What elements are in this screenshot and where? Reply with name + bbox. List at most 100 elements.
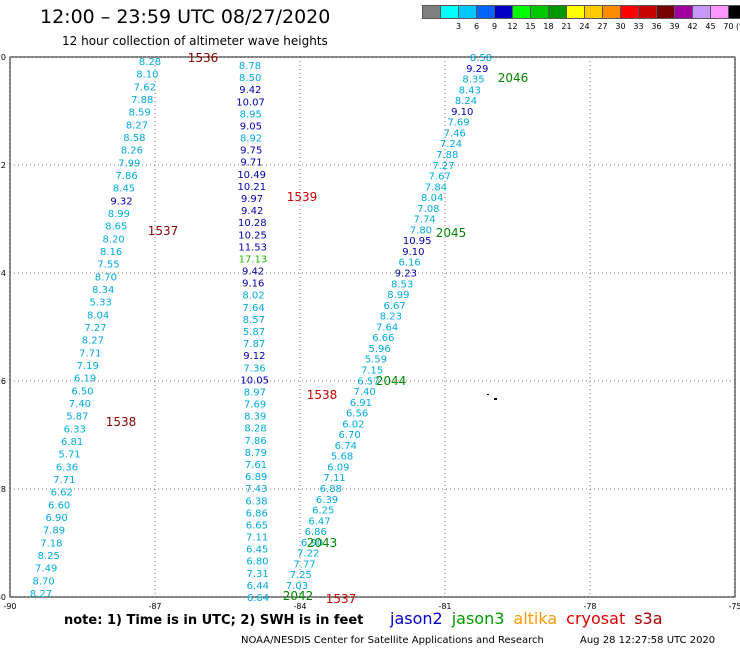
swh-value-label: 7.88	[131, 95, 153, 106]
swh-value-label: 7.27	[432, 161, 454, 172]
swh-value-label: 8.59	[128, 108, 150, 119]
swh-value-label: 9.12	[243, 351, 265, 362]
swh-value-label: 8.10	[136, 70, 158, 81]
swh-value-label: 9.42	[242, 267, 264, 278]
legend-label: 9	[491, 22, 498, 31]
swh-value-label: 10.95	[403, 236, 432, 247]
swh-value-label: 6.36	[56, 462, 78, 473]
pass-label: 1537	[326, 592, 357, 606]
swh-value-label: 7.25	[290, 570, 312, 581]
swh-value-label: 9.29	[466, 64, 488, 75]
legend-label: 6	[473, 22, 480, 31]
swh-value-label: 6.47	[308, 516, 330, 527]
swh-value-label: 7.31	[247, 569, 269, 580]
swh-value-label: 6.33	[64, 424, 86, 435]
swh-value-label: 7.62	[134, 82, 156, 93]
swh-value-label: 7.22	[297, 549, 319, 560]
legend-label: 21	[561, 22, 572, 31]
swh-value-label: 7.69	[244, 400, 266, 411]
satellite-legend: jason2 jason3 altika cryosat s3a	[390, 609, 672, 628]
speck-mark	[494, 398, 497, 400]
swh-value-label: 8.24	[455, 96, 477, 107]
swh-value-label: 6.16	[399, 258, 421, 269]
swh-value-label: 6.39	[316, 495, 338, 506]
swh-value-label: 8.27	[126, 120, 148, 131]
swh-value-label: 5.71	[58, 450, 80, 461]
swh-value-label: 7.40	[353, 387, 375, 398]
swh-value-label: 7.80	[410, 225, 432, 236]
page-title: 12:00 – 23:59 UTC 08/27/2020	[40, 6, 331, 28]
swh-value-label: 5.33	[90, 298, 112, 309]
swh-value-label: 6.86	[305, 527, 327, 538]
pass-label: 2044	[376, 374, 407, 388]
swh-value-label: 7.03	[286, 581, 308, 592]
swh-value-label: 6.45	[246, 545, 268, 556]
legend-label: 3	[455, 22, 462, 31]
swh-value-label: 5.68	[331, 452, 353, 463]
swh-value-label: 8.34	[92, 285, 114, 296]
swh-value-label: 7.86	[245, 436, 267, 447]
swh-value-label: 10.05	[240, 375, 269, 386]
swh-value-label: 6.86	[246, 508, 268, 519]
legend-label: 45	[705, 22, 716, 31]
swh-value-label: 7.86	[116, 171, 138, 182]
swh-value-label: 8.20	[103, 234, 125, 245]
swh-value-label: 9.10	[402, 247, 424, 258]
swh-value-label: 6.57	[357, 376, 379, 387]
pass-label: 1536	[188, 51, 219, 65]
swh-value-label: 6.38	[245, 496, 267, 507]
swh-value-label: 6.62	[51, 488, 73, 499]
swh-value-label: 8.27	[30, 589, 52, 600]
legend-label: 27	[597, 22, 608, 31]
pass-label: 2043	[307, 536, 338, 550]
swh-value-label: 8.70	[95, 272, 117, 283]
lat-tick-label: 26	[0, 377, 6, 386]
pass-label: 1538	[307, 388, 338, 402]
swh-value-label: 7.64	[243, 303, 265, 314]
swh-value-label: 7.88	[436, 150, 458, 161]
legend-swatch	[728, 5, 740, 19]
lon-tick-label: -84	[293, 602, 306, 611]
swh-value-label: 8.95	[240, 109, 262, 120]
swh-value-label: 7.36	[243, 363, 265, 374]
swh-value-label: 8.78	[239, 61, 261, 72]
swh-value-label: 9.05	[240, 121, 262, 132]
swh-value-label: 7.67	[429, 172, 451, 183]
legend-label: 30	[615, 22, 626, 31]
swh-value-label: 8.16	[100, 247, 122, 258]
swh-value-label: 7.89	[43, 526, 65, 537]
swh-value-label: 8.92	[240, 134, 262, 145]
swh-value-label: 6.80	[246, 557, 268, 568]
satellite-altika: altika	[513, 609, 558, 628]
swh-value-label: 8.23	[380, 312, 402, 323]
swh-value-label: 6.64	[247, 593, 269, 604]
swh-value-label: 7.40	[69, 399, 91, 410]
swh-value-label: 7.43	[245, 484, 267, 495]
swh-value-label: 11.53	[238, 242, 267, 253]
swh-value-label: 9.16	[242, 279, 264, 290]
swh-value-label: 7.55	[97, 260, 119, 271]
swh-value-label: 7.11	[323, 473, 345, 484]
swh-value-label: 7.74	[414, 215, 436, 226]
swh-value-label: 10.28	[238, 218, 267, 229]
swh-value-label: 8.27	[82, 336, 104, 347]
swh-value-label: 6.81	[61, 437, 83, 448]
swh-value-label: 8.57	[243, 315, 265, 326]
swh-value-label: 9.71	[240, 158, 262, 169]
pass-label: 1537	[148, 224, 179, 238]
swh-value-label: 6.60	[48, 500, 70, 511]
swh-value-label: 6.65	[246, 520, 268, 531]
speck-mark	[487, 394, 489, 395]
swh-value-label: 7.46	[444, 128, 466, 139]
lon-tick-label: -81	[438, 602, 451, 611]
swh-value-label: 8.79	[245, 448, 267, 459]
swh-value-label: 8.45	[113, 184, 135, 195]
swh-value-label: 7.27	[84, 323, 106, 334]
swh-value-label: 6.88	[320, 484, 342, 495]
pass-label: 2046	[498, 71, 529, 85]
satellite-s3a: s3a	[634, 609, 663, 628]
swh-value-label: 8.70	[32, 576, 54, 587]
satellite-jason3: jason3	[451, 609, 505, 628]
lon-tick-label: -75	[728, 602, 740, 611]
